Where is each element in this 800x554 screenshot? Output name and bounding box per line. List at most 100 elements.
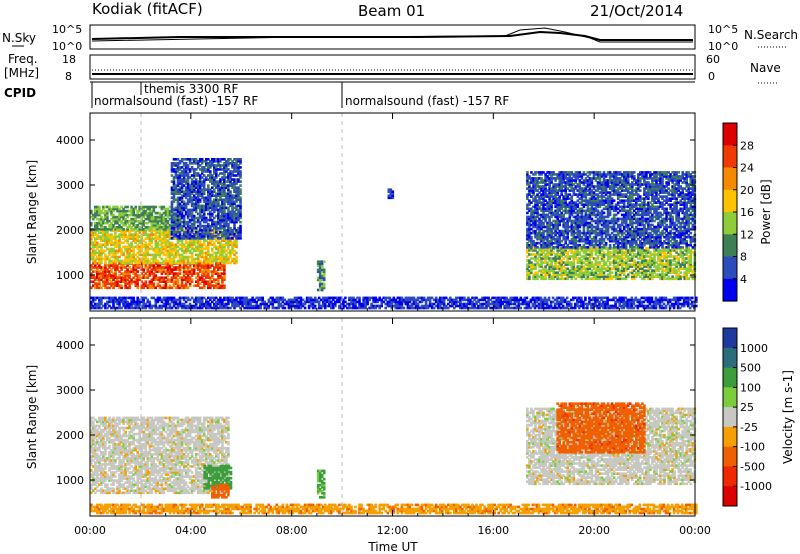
data-cell bbox=[166, 268, 170, 271]
data-cell bbox=[178, 188, 182, 191]
data-cell bbox=[534, 209, 537, 213]
data-cell bbox=[588, 201, 592, 204]
data-cell bbox=[90, 253, 93, 257]
data-cell bbox=[556, 211, 559, 215]
data-cell bbox=[211, 164, 214, 167]
data-cell bbox=[578, 253, 582, 256]
data-cell bbox=[166, 215, 170, 219]
data-cell bbox=[554, 195, 557, 198]
data-cell bbox=[239, 196, 242, 200]
data-cell bbox=[229, 235, 232, 238]
data-cell bbox=[186, 164, 190, 167]
data-cell bbox=[158, 231, 162, 234]
data-cell bbox=[580, 275, 584, 278]
data-cell bbox=[144, 257, 148, 261]
data-cell bbox=[207, 222, 210, 226]
data-cell bbox=[538, 237, 541, 241]
data-cell bbox=[663, 247, 666, 250]
data-cell bbox=[643, 251, 646, 254]
data-cell bbox=[176, 198, 180, 202]
data-cell bbox=[192, 234, 196, 238]
data-cell bbox=[574, 201, 578, 204]
data-cell bbox=[239, 190, 242, 193]
data-cell bbox=[158, 243, 162, 247]
data-cell bbox=[528, 183, 531, 186]
data-cell bbox=[570, 239, 574, 243]
data-cell bbox=[174, 280, 178, 283]
data-cell bbox=[186, 192, 190, 195]
data-cell bbox=[221, 202, 224, 206]
data-cell bbox=[186, 280, 190, 283]
data-cell bbox=[318, 272, 322, 276]
data-cell bbox=[578, 217, 582, 221]
data-cell bbox=[160, 249, 164, 253]
data-cell bbox=[90, 264, 93, 267]
data-cell bbox=[217, 182, 220, 185]
data-cell bbox=[598, 273, 602, 276]
data-cell bbox=[582, 227, 586, 231]
data-cell bbox=[134, 237, 137, 240]
data-cell bbox=[90, 239, 93, 242]
data-cell bbox=[102, 249, 105, 253]
data-cell bbox=[616, 253, 620, 256]
data-cell bbox=[566, 223, 569, 227]
data-cell bbox=[215, 194, 218, 197]
data-cell bbox=[120, 249, 123, 253]
data-cell bbox=[223, 224, 226, 228]
data-cell bbox=[594, 249, 598, 252]
data-cell bbox=[685, 277, 688, 281]
data-cell bbox=[164, 225, 168, 229]
data-cell bbox=[651, 259, 654, 262]
data-cell bbox=[538, 195, 541, 198]
data-cell bbox=[90, 228, 93, 231]
data-cell bbox=[96, 268, 99, 271]
data-cell bbox=[180, 158, 184, 161]
data-cell bbox=[566, 261, 569, 264]
data-cell bbox=[542, 211, 545, 215]
data-cell bbox=[566, 177, 569, 180]
data-cell bbox=[318, 260, 322, 263]
data-cell bbox=[142, 231, 145, 234]
data-cell bbox=[196, 266, 200, 269]
data-cell bbox=[588, 271, 592, 274]
data-cell bbox=[152, 247, 156, 251]
data-cell bbox=[106, 278, 109, 281]
data-cell bbox=[546, 253, 549, 256]
data-cell bbox=[237, 218, 240, 222]
data-cell bbox=[576, 231, 580, 235]
data-cell bbox=[558, 235, 561, 239]
data-cell bbox=[661, 269, 664, 272]
data-cell bbox=[162, 261, 166, 265]
data-cell bbox=[534, 267, 537, 270]
data-cell bbox=[160, 278, 164, 281]
data-cell bbox=[558, 207, 561, 211]
data-cell bbox=[198, 174, 202, 177]
data-cell bbox=[578, 267, 582, 270]
data-cell bbox=[556, 225, 559, 229]
data-cell bbox=[142, 221, 145, 225]
data-cell bbox=[190, 270, 194, 273]
data-cell bbox=[606, 247, 610, 250]
data-cell bbox=[124, 255, 127, 259]
data-cell bbox=[586, 207, 590, 211]
data-cell bbox=[534, 255, 537, 258]
data-cell bbox=[144, 282, 148, 285]
data-cell bbox=[124, 211, 127, 215]
data-cell bbox=[174, 212, 178, 216]
data-cell bbox=[146, 217, 150, 221]
data-cell bbox=[211, 206, 214, 210]
data-cell bbox=[209, 200, 212, 204]
data-cell bbox=[166, 255, 170, 259]
data-cell bbox=[158, 280, 162, 283]
data-cell bbox=[156, 264, 160, 267]
data-cell bbox=[160, 268, 164, 271]
data-cell bbox=[128, 274, 131, 277]
data-cell bbox=[124, 231, 127, 234]
data-cell bbox=[211, 234, 214, 238]
data-cell bbox=[100, 243, 103, 247]
data-cell bbox=[532, 277, 535, 281]
data-cell bbox=[118, 286, 121, 290]
data-cell bbox=[162, 278, 166, 281]
data-cell bbox=[580, 277, 584, 281]
data-cell bbox=[120, 225, 123, 229]
